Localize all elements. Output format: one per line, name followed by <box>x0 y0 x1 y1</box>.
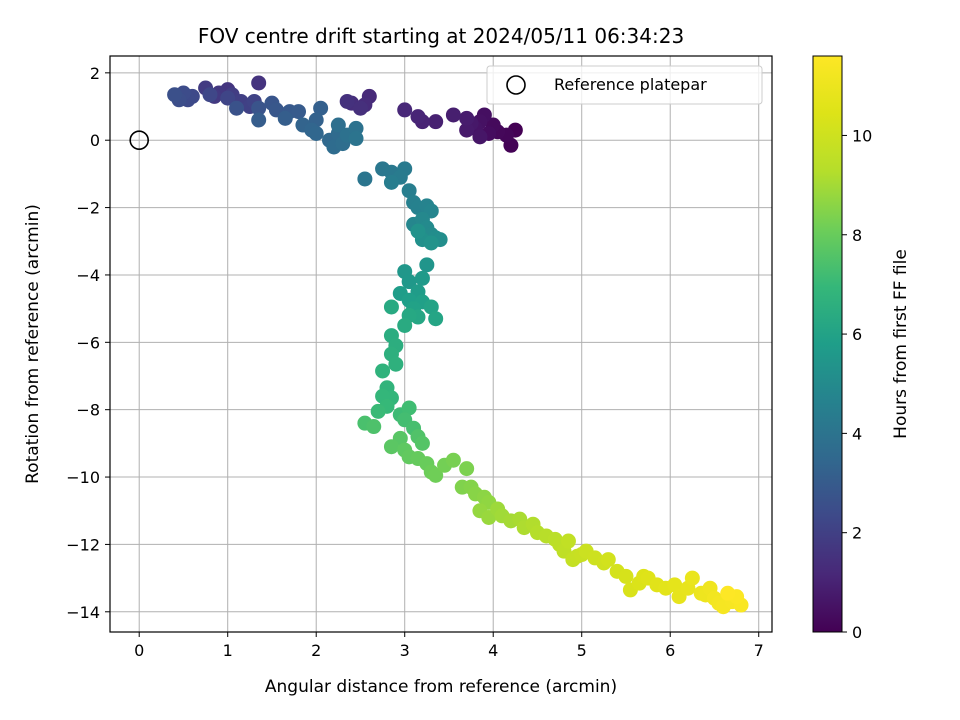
data-point <box>410 223 426 239</box>
legend-marker-icon <box>506 75 526 95</box>
x-axis-label: Angular distance from reference (arcmin) <box>265 677 617 697</box>
data-point <box>277 110 293 126</box>
data-point <box>414 270 430 286</box>
data-point <box>229 100 245 116</box>
y-tick-label: −8 <box>76 401 100 420</box>
data-point <box>472 129 488 145</box>
data-point <box>375 363 391 379</box>
data-point <box>560 533 576 549</box>
data-point <box>357 171 373 187</box>
x-tick-label: 0 <box>134 641 144 660</box>
x-tick-label: 6 <box>665 641 675 660</box>
data-point <box>720 585 736 601</box>
data-point <box>445 452 461 468</box>
plot-frame <box>109 55 773 633</box>
data-point <box>600 552 616 568</box>
x-axis-ticks: 0 1 2 3 4 5 6 7 <box>134 632 764 660</box>
data-point <box>251 112 267 128</box>
data-point <box>251 75 267 91</box>
data-point <box>330 117 346 133</box>
data-point <box>459 461 475 477</box>
y-axis-ticks: 2 0 −2 −4 −6 −8 −10 −12 −14 <box>66 64 110 622</box>
x-tick-label: 7 <box>754 641 764 660</box>
data-point <box>667 577 683 593</box>
data-point <box>383 174 399 190</box>
colorbar-tick-label: 8 <box>852 226 862 245</box>
data-point <box>383 439 399 455</box>
data-point <box>419 257 435 273</box>
data-points <box>167 75 749 615</box>
y-tick-label: −6 <box>76 333 100 352</box>
colorbar: 0 2 4 6 8 10 Hours from first FF file <box>812 55 911 642</box>
data-point <box>428 114 444 130</box>
colorbar-tick-label: 4 <box>852 424 862 443</box>
data-point <box>410 109 426 125</box>
legend-entry-reference-platepar: Reference platepar <box>554 75 707 94</box>
chart-title: FOV centre drift starting at 2024/05/11 … <box>198 24 684 48</box>
data-point <box>459 122 475 138</box>
data-point <box>414 435 430 451</box>
data-point <box>397 102 413 118</box>
colorbar-tick-label: 10 <box>852 126 872 145</box>
data-point <box>220 90 236 106</box>
data-point <box>366 419 382 435</box>
data-point <box>428 311 444 327</box>
data-point <box>423 299 439 315</box>
y-tick-label: −12 <box>66 535 100 554</box>
y-tick-label: 0 <box>90 131 100 150</box>
data-point <box>684 570 700 586</box>
data-point <box>401 183 417 199</box>
x-tick-label: 2 <box>311 641 321 660</box>
data-point <box>428 467 444 483</box>
data-point <box>251 100 267 116</box>
x-tick-label: 4 <box>488 641 498 660</box>
data-point <box>423 235 439 251</box>
y-axis-label: Rotation from reference (arcmin) <box>23 204 43 484</box>
data-point <box>397 317 413 333</box>
data-point <box>308 125 324 141</box>
data-point <box>167 87 183 103</box>
data-point <box>291 104 307 120</box>
data-point <box>401 400 417 416</box>
x-tick-label: 1 <box>223 641 233 660</box>
data-point <box>459 110 475 126</box>
colorbar-label: Hours from first FF file <box>891 249 911 439</box>
colorbar-gradient <box>812 55 843 633</box>
y-tick-label: −4 <box>76 266 100 285</box>
data-point <box>383 299 399 315</box>
grid <box>110 56 772 632</box>
data-point <box>445 107 461 123</box>
colorbar-ticks: 0 2 4 6 8 10 <box>842 126 872 642</box>
x-tick-label: 5 <box>577 641 587 660</box>
data-point <box>313 100 329 116</box>
data-point <box>401 274 417 290</box>
reference-marker <box>129 130 150 151</box>
y-tick-label: 2 <box>90 64 100 83</box>
data-point <box>202 87 218 103</box>
data-point <box>618 568 634 584</box>
colorbar-tick-label: 6 <box>852 325 862 344</box>
data-point <box>348 131 364 147</box>
y-tick-label: −2 <box>76 199 100 218</box>
legend-box <box>486 65 763 105</box>
y-tick-label: −10 <box>66 468 100 487</box>
data-point <box>370 403 386 419</box>
y-tick-label: −14 <box>66 603 100 622</box>
colorbar-tick-label: 0 <box>852 623 862 642</box>
data-point <box>339 93 355 109</box>
legend: Reference platepar <box>486 65 763 105</box>
data-point <box>352 100 368 116</box>
data-point <box>388 356 404 372</box>
colorbar-tick-label: 2 <box>852 524 862 543</box>
x-tick-label: 3 <box>400 641 410 660</box>
